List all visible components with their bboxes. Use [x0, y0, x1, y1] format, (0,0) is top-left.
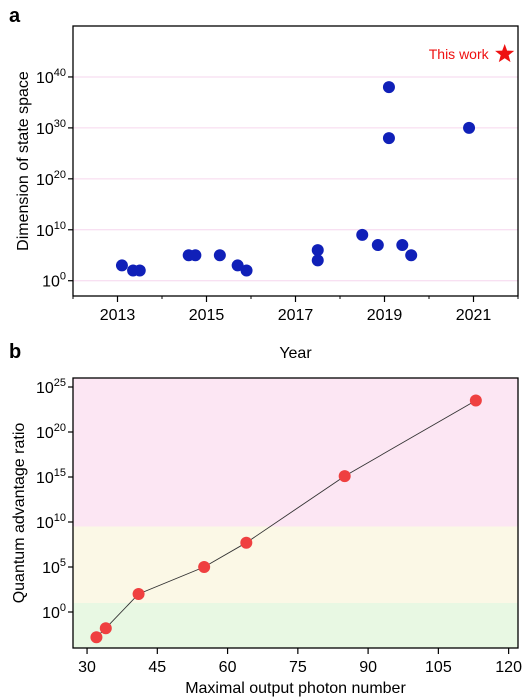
background-band	[73, 378, 518, 527]
x-tick-label: 105	[425, 659, 452, 676]
data-point	[311, 244, 324, 257]
y-tick-label: 1020	[36, 422, 66, 442]
annotation-label: This work	[429, 46, 490, 62]
y-tick-label: 1010	[36, 220, 66, 240]
panel-letter-b: b	[9, 341, 21, 363]
x-tick-label: 60	[219, 659, 237, 676]
data-point	[115, 259, 128, 272]
y-axis-title: Dimension of state space	[15, 71, 32, 251]
x-tick-label: 30	[78, 659, 96, 676]
y-tick-label: 100	[42, 602, 66, 622]
plot-frame	[72, 377, 519, 649]
data-point	[132, 588, 145, 600]
data-point	[356, 228, 369, 241]
y-tick-label: 1030	[36, 118, 66, 138]
panel-a: a 2013 2015 2017 2019 2021 100 1010 1020 1030 1040…	[9, 5, 519, 362]
data-point	[405, 249, 418, 262]
plot-frame	[72, 25, 519, 297]
panel-b: b 30 45 60 75 90 105 120 100 105 1010 1015 1020 1025 M…	[9, 341, 522, 697]
data-point	[189, 249, 202, 262]
x-axis-title: Maximal output photon number	[185, 680, 406, 697]
data-point	[99, 622, 112, 635]
y-tick-label: 1020	[36, 169, 66, 189]
x-tick-label: 2017	[278, 307, 314, 324]
x-tick-label: 2019	[367, 307, 403, 324]
data-point	[338, 470, 351, 483]
this-work-star	[495, 44, 515, 63]
x-tick-label: 90	[359, 659, 377, 676]
data-point	[371, 239, 384, 252]
y-tick-label: 100	[42, 271, 66, 291]
data-point	[469, 394, 482, 407]
data-point	[463, 121, 476, 134]
data-point	[396, 239, 409, 252]
x-tick-label: 2021	[456, 307, 492, 324]
data-point	[90, 631, 103, 644]
background-band	[73, 603, 518, 648]
x-axis-title: Year	[279, 345, 312, 362]
data-point	[198, 561, 211, 573]
data-point	[133, 264, 146, 277]
x-tick-label: 2013	[100, 307, 136, 324]
data-point	[231, 259, 244, 272]
data-point	[240, 264, 253, 277]
x-tick-label: 75	[289, 659, 307, 676]
y-tick-label: 1025	[36, 377, 66, 397]
y-tick-label: 1040	[36, 67, 66, 87]
panel-letter-a: a	[9, 5, 21, 27]
y-tick-label: 1010	[36, 512, 66, 532]
y-axis-title: Quantum advantage ratio	[11, 423, 28, 604]
x-tick-label: 120	[495, 659, 522, 676]
data-point	[213, 249, 226, 262]
data-point	[382, 132, 395, 145]
data-point	[382, 81, 395, 94]
x-tick-label: 45	[148, 659, 166, 676]
y-tick-label: 1015	[36, 467, 66, 487]
x-tick-label: 2015	[189, 307, 225, 324]
data-point	[240, 536, 253, 549]
data-point	[311, 254, 324, 267]
y-tick-label: 105	[42, 557, 66, 577]
